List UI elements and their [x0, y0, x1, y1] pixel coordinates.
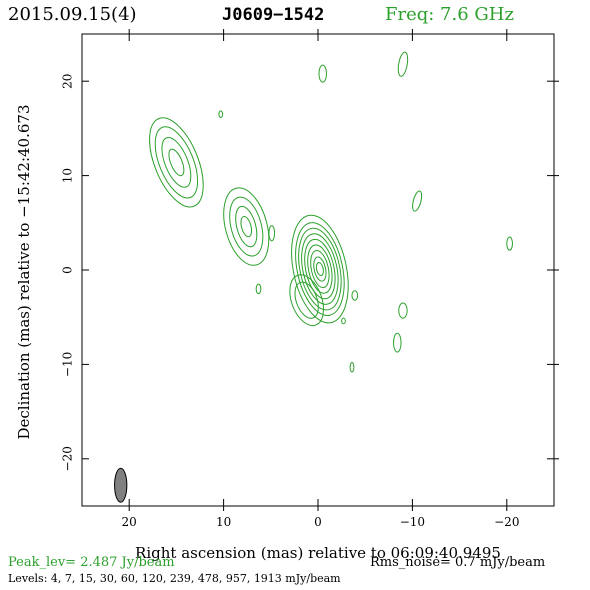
y-tick-label: −20 — [61, 446, 75, 471]
peak-level: Peak_lev= 2.487 Jy/beam — [8, 555, 175, 570]
x-tick-label: −20 — [494, 515, 519, 529]
contour-blob-l-0 — [349, 362, 355, 373]
contour-blob-d-0 — [412, 190, 423, 212]
contour-blob-g-0 — [255, 283, 262, 295]
y-tick-label: 20 — [61, 74, 75, 89]
contour-blob-h-0 — [351, 290, 359, 301]
rms-noise: Rms_noise= 0.7 mJy/beam — [370, 555, 546, 570]
contour-blob-c-0 — [218, 110, 224, 119]
contour-core-5 — [307, 244, 333, 294]
x-tick-label: 20 — [122, 515, 137, 529]
contour-group-blob-k — [393, 332, 402, 353]
beam-ellipse — [114, 467, 128, 503]
x-tick-label: 0 — [314, 515, 322, 529]
contour-group-blob-l — [349, 362, 355, 373]
contour-group-blob-c — [218, 110, 224, 119]
contour-jet-knot-inner-2 — [235, 205, 258, 248]
contour-core-6 — [310, 250, 330, 289]
contour-layer — [149, 51, 513, 373]
contour-core-0 — [291, 214, 349, 324]
contour-group-blob-g — [255, 283, 262, 295]
x-tick-label: 10 — [216, 515, 231, 529]
contour-core-1 — [295, 222, 345, 316]
contour-jet-knot-outer-2 — [161, 137, 192, 188]
contour-jet-knot-outer-0 — [149, 117, 204, 208]
contour-group-jet-knot-outer — [149, 117, 204, 208]
contour-core-4 — [304, 238, 336, 300]
contour-core-3 — [301, 233, 339, 305]
plot-frame — [81, 33, 555, 507]
x-axis-label: Right ascension (mas) relative to 06:09:… — [135, 544, 501, 562]
contour-group-blob-e — [506, 236, 513, 251]
x-tick-label: −10 — [400, 515, 425, 529]
contour-group-core — [291, 214, 349, 324]
contour-blob-k-0 — [393, 332, 402, 353]
beam-layer — [114, 467, 128, 503]
y-tick-label: 10 — [61, 168, 75, 183]
contour-jet-knot-inner-1 — [229, 196, 264, 257]
contour-blob-f-0 — [268, 225, 276, 242]
contour-group-blob-a — [318, 64, 327, 83]
contour-core-8 — [315, 262, 324, 277]
frequency-label: Freq: 7.6 GHz — [385, 4, 514, 25]
contour-group-core-tail — [289, 274, 324, 327]
contour-blob-i-0 — [398, 302, 408, 319]
contour-group-blob-h — [351, 290, 359, 301]
y-tick-label: 0 — [61, 266, 75, 274]
contour-jet-knot-inner-0 — [223, 187, 270, 266]
contour-core-2 — [298, 227, 342, 311]
contour-blob-a-0 — [318, 64, 327, 83]
contour-blob-j-0 — [341, 317, 346, 325]
y-tick-label: −10 — [61, 352, 75, 377]
contour-core-tail-1 — [294, 281, 319, 319]
contour-group-blob-f — [268, 225, 276, 242]
source-name: J0609−1542 — [222, 5, 325, 25]
contour-core-tail-0 — [289, 274, 324, 327]
contour-group-blob-b — [397, 51, 409, 77]
contour-jet-knot-outer-1 — [154, 126, 199, 199]
contour-levels: Levels: 4, 7, 15, 30, 60, 120, 239, 478,… — [8, 572, 341, 585]
axis-ticks: 20 10 0 −10 −20 20 10 0 −10 −20 — [61, 29, 559, 529]
epoch-date: 2015.09.15(4) — [8, 4, 137, 25]
contour-group-blob-i — [398, 302, 408, 319]
contour-group-blob-j — [341, 317, 346, 325]
contour-group-blob-d — [412, 190, 423, 212]
contour-jet-knot-inner-3 — [240, 215, 253, 238]
contour-blob-e-0 — [506, 236, 513, 251]
contour-jet-knot-outer-3 — [168, 148, 185, 177]
contour-group-jet-knot-inner — [223, 187, 270, 266]
contour-blob-b-0 — [397, 51, 409, 77]
contour-core-7 — [313, 256, 327, 282]
y-axis-label: Declination (mas) relative to −15:42:40.… — [15, 104, 33, 440]
